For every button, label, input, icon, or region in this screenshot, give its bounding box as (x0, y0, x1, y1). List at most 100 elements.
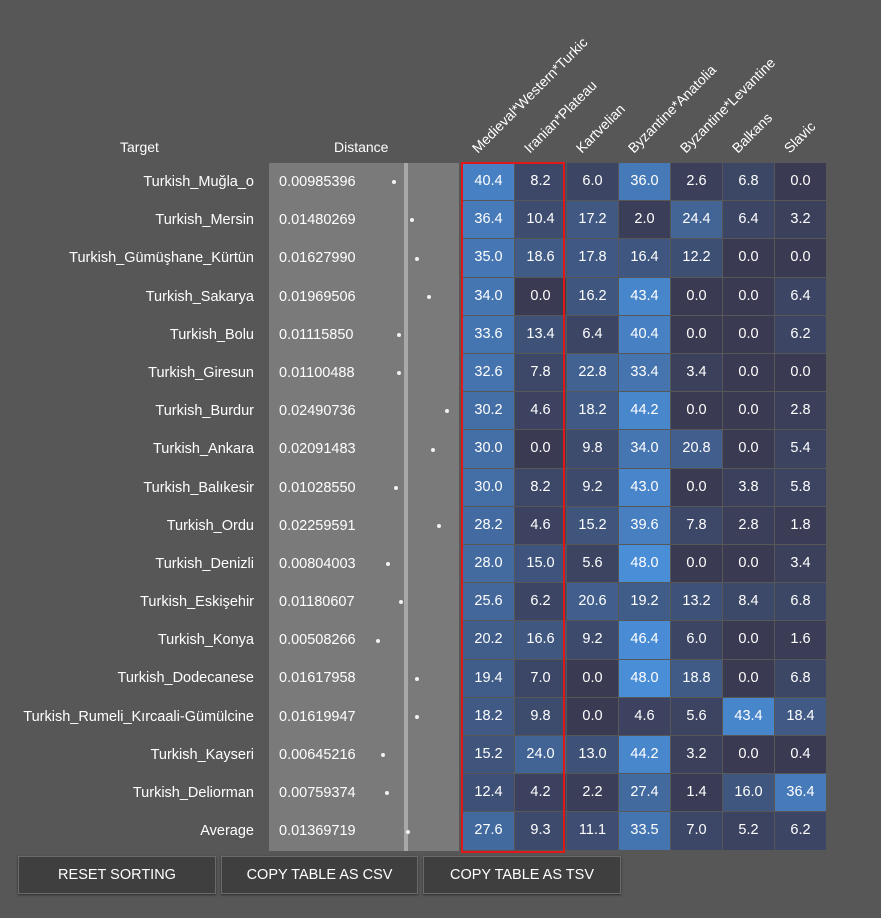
distance-value: 0.02091483 (279, 441, 356, 458)
grid-cell: 17.8 (567, 239, 618, 277)
grid-cell: 18.8 (671, 659, 722, 697)
grid-cell: 1.6 (775, 621, 826, 659)
grid-cell: 2.8 (775, 392, 826, 430)
grid-cell: 6.2 (775, 812, 826, 850)
grid-cell: 40.4 (463, 163, 514, 201)
grid-cell: 10.4 (515, 201, 566, 239)
grid-cell: 33.4 (619, 354, 670, 392)
grid-cell: 8.4 (723, 583, 774, 621)
distance-value: 0.01619947 (279, 708, 356, 725)
grid-cell: 2.8 (723, 506, 774, 544)
target-name: Turkish_Denizli (155, 555, 254, 572)
grid-cell: 7.8 (515, 354, 566, 392)
column-header[interactable]: Byzantine*Levantine (676, 54, 779, 156)
grid-cell: 8.2 (515, 468, 566, 506)
grid-cell: 43.4 (723, 697, 774, 735)
grid-cell: 1.4 (671, 774, 722, 812)
distance-dot (397, 332, 402, 337)
grid-cell: 6.8 (775, 659, 826, 697)
grid-cell: 36.0 (619, 163, 670, 201)
column-header[interactable]: Balkans (728, 109, 776, 156)
distance-value: 0.01369719 (279, 823, 356, 840)
grid-cell: 18.4 (775, 697, 826, 735)
distance-dot (386, 562, 391, 567)
grid-cell: 22.8 (567, 354, 618, 392)
grid-cell: 16.0 (723, 774, 774, 812)
grid-cell: 9.2 (567, 468, 618, 506)
distance-dot (396, 371, 401, 376)
grid-cell: 0.0 (723, 315, 774, 353)
grid-cell: 6.8 (723, 163, 774, 201)
grid-cell: 30.0 (463, 468, 514, 506)
reset-sorting-button[interactable]: RESET SORTING (18, 856, 216, 894)
grid-cell: 33.5 (619, 812, 670, 850)
grid-cell: 6.8 (775, 583, 826, 621)
grid-cell: 40.4 (619, 315, 670, 353)
distance-value: 0.01480269 (279, 212, 356, 229)
distance-value: 0.01969506 (279, 288, 356, 305)
grid-cell: 46.4 (619, 621, 670, 659)
grid-cell: 6.4 (567, 315, 618, 353)
distance-value: 0.01180607 (279, 594, 355, 611)
grid-cell: 0.0 (775, 163, 826, 201)
grid-cell: 0.0 (567, 697, 618, 735)
grid-cell: 0.0 (723, 277, 774, 315)
target-name: Turkish_Ordu (166, 517, 254, 534)
grid-cell: 0.0 (723, 736, 774, 774)
grid-cell: 6.2 (775, 315, 826, 353)
grid-cell: 5.8 (775, 468, 826, 506)
distance-dot (414, 714, 419, 719)
column-header[interactable]: Slavic (780, 118, 819, 156)
grid-cell: 18.2 (463, 697, 514, 735)
grid-cell: 4.2 (515, 774, 566, 812)
distance-value: 0.01028550 (279, 479, 356, 496)
column-header[interactable]: Kartvelian (572, 100, 629, 156)
column-header[interactable]: Byzantine*Anatolia (624, 61, 720, 156)
distance-dot (399, 600, 404, 605)
grid-cell: 28.2 (463, 506, 514, 544)
grid-cell: 12.4 (463, 774, 514, 812)
target-name: Turkish_Sakarya (145, 288, 254, 305)
grid-cell: 2.2 (567, 774, 618, 812)
distance-dot (392, 180, 397, 185)
grid-cell: 1.8 (775, 506, 826, 544)
grid-cell: 24.4 (671, 201, 722, 239)
grid-cell: 39.6 (619, 506, 670, 544)
grid-cell: 15.0 (515, 545, 566, 583)
grid-cell: 25.6 (463, 583, 514, 621)
distance-dot (414, 676, 419, 681)
grid-cell: 24.0 (515, 736, 566, 774)
distance-value: 0.00508266 (279, 632, 356, 649)
grid-cell: 3.2 (775, 201, 826, 239)
grid-cell: 34.0 (619, 430, 670, 468)
grid-cell: 9.2 (567, 621, 618, 659)
distance-value: 0.00759374 (279, 785, 356, 801)
grid-cell: 0.0 (671, 392, 722, 430)
header-target[interactable]: Target (120, 139, 159, 155)
grid-cell: 0.0 (671, 277, 722, 315)
grid-cell: 44.2 (619, 736, 670, 774)
grid-cell: 6.0 (671, 621, 722, 659)
grid-cell: 2.6 (671, 163, 722, 201)
grid-cell: 3.4 (671, 354, 722, 392)
copy-csv-button[interactable]: COPY TABLE AS CSV (221, 856, 418, 894)
target-name: Turkish_Eskişehir (140, 594, 254, 611)
grid-cell: 36.4 (775, 774, 826, 812)
grid-cell: 48.0 (619, 545, 670, 583)
grid-cell: 48.0 (619, 659, 670, 697)
grid-cell: 3.8 (723, 468, 774, 506)
grid-cell: 0.0 (775, 239, 826, 277)
grid-cell: 0.0 (723, 430, 774, 468)
grid-cell: 20.8 (671, 430, 722, 468)
grid-cell: 43.0 (619, 468, 670, 506)
grid-cell: 4.6 (619, 697, 670, 735)
grid-cell: 43.4 (619, 277, 670, 315)
header-distance[interactable]: Distance (334, 139, 389, 155)
target-name: Turkish_Muğla_o (143, 174, 254, 190)
distance-value: 0.01627990 (279, 250, 356, 267)
grid-cell: 36.4 (463, 201, 514, 239)
grid-cell: 0.0 (723, 621, 774, 659)
distance-dot (437, 523, 442, 528)
copy-tsv-button[interactable]: COPY TABLE AS TSV (423, 856, 621, 894)
target-name: Turkish_Ankara (152, 441, 254, 458)
